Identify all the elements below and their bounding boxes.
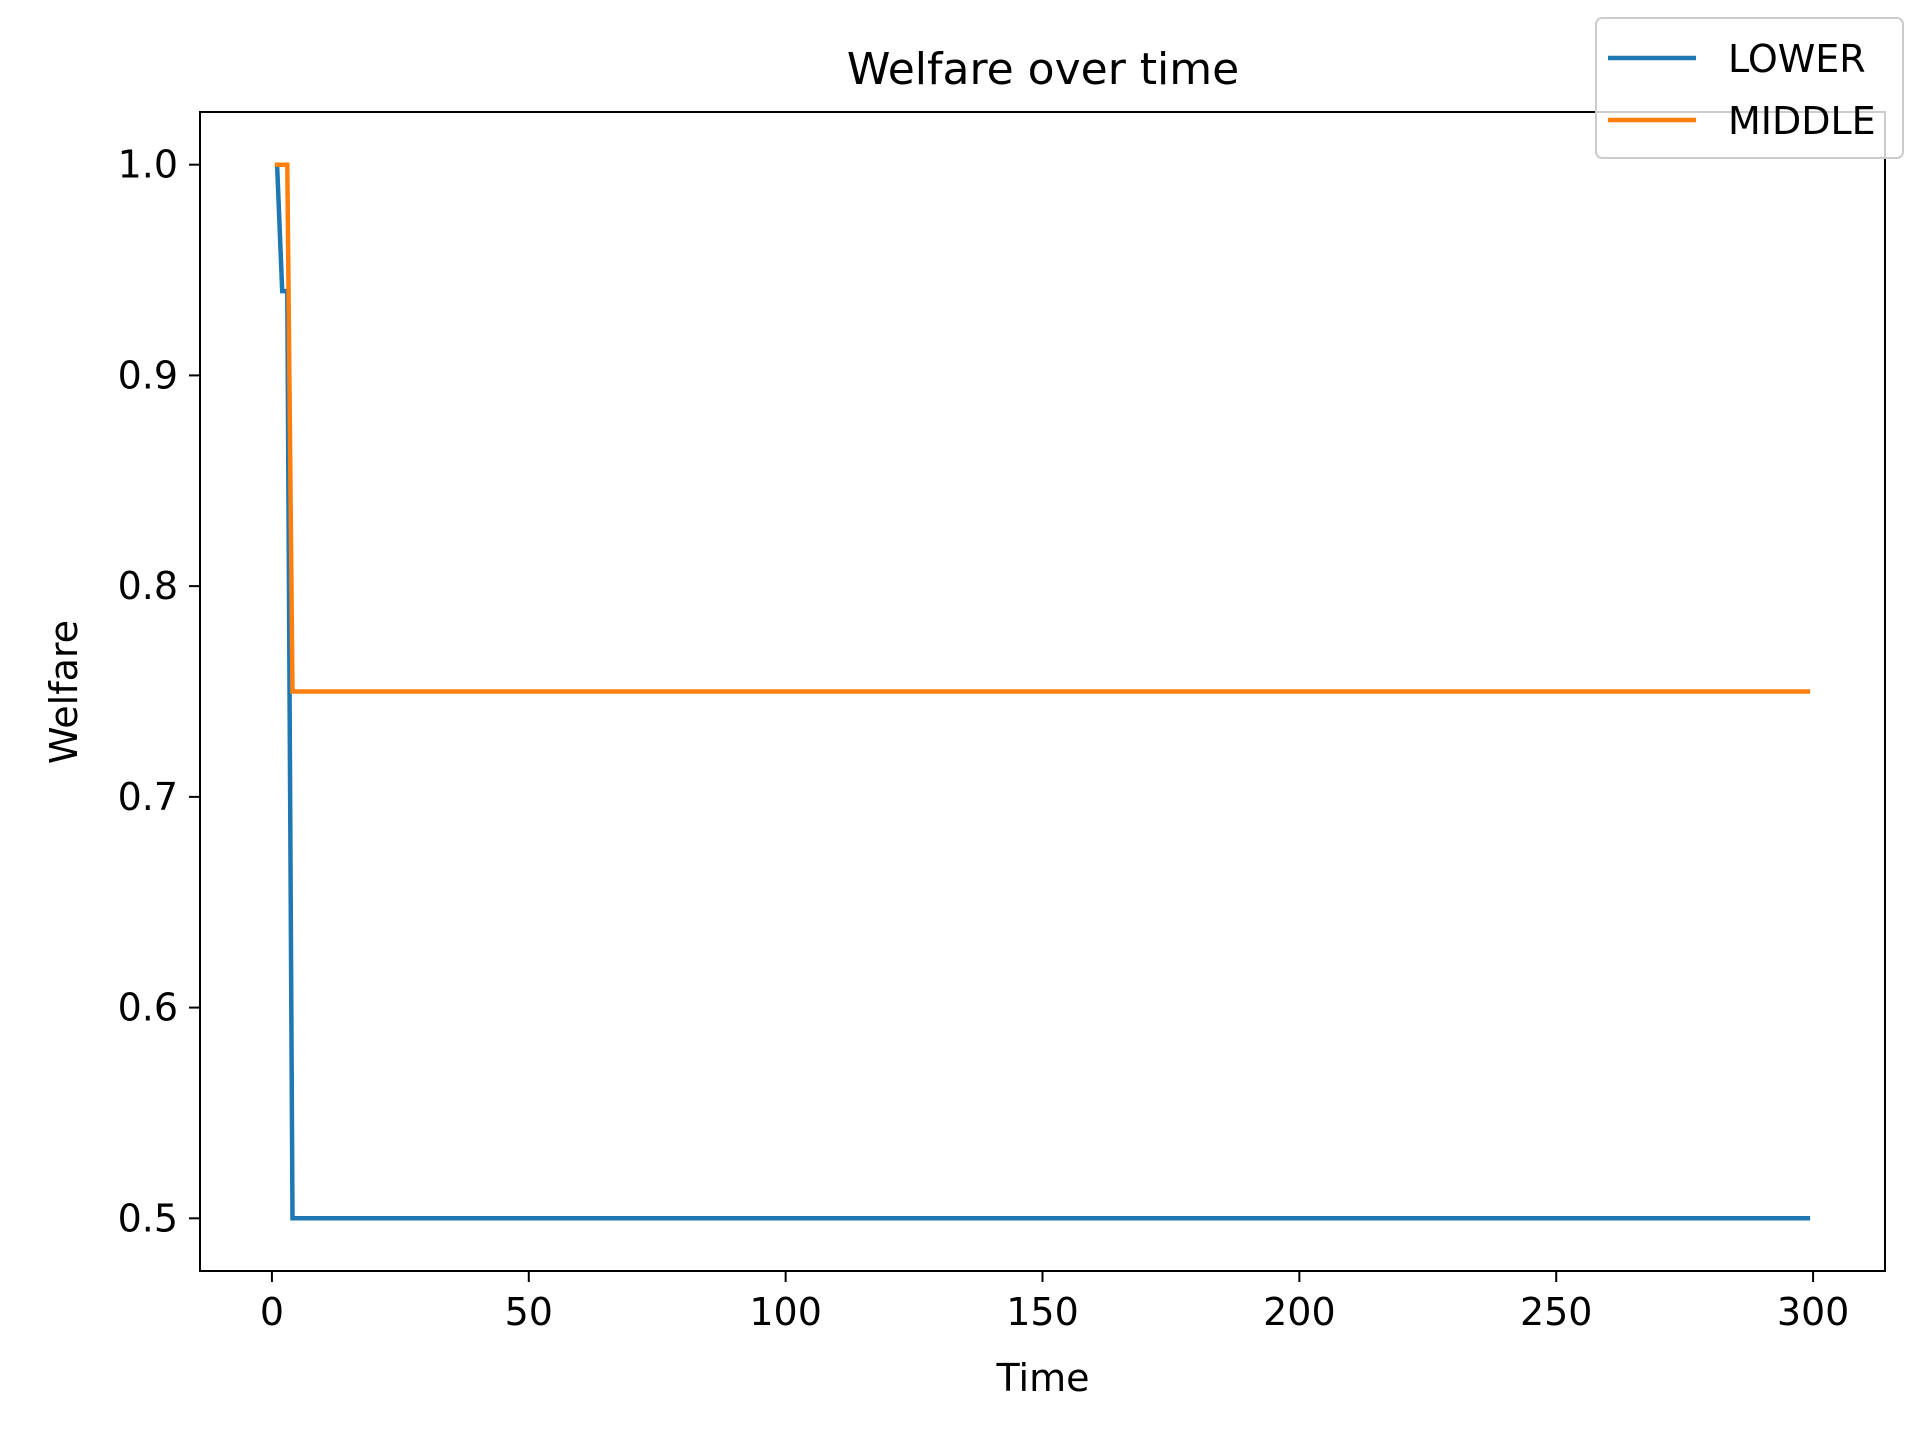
x-tick-label: 300 [1777, 1290, 1850, 1334]
y-tick-label: 0.5 [118, 1196, 178, 1240]
x-tick-label: 250 [1520, 1290, 1593, 1334]
chart-title: Welfare over time [847, 44, 1239, 95]
x-tick-label: 100 [749, 1290, 822, 1334]
y-tick-label: 0.8 [118, 564, 178, 608]
legend-label-middle: MIDDLE [1728, 99, 1876, 143]
x-tick-label: 150 [1006, 1290, 1079, 1334]
series-layer [274, 162, 1811, 1221]
plot-frame [199, 111, 1886, 1272]
y-tick-label: 0.6 [118, 986, 178, 1030]
y-axis-label: Welfare [42, 620, 86, 764]
x-tick-label: 50 [505, 1290, 553, 1334]
x-tick-label: 0 [260, 1290, 284, 1334]
y-axis-ticks: 0.5 0.6 0.7 0.8 0.9 1.0 [118, 143, 200, 1240]
x-tick-label: 200 [1263, 1290, 1336, 1334]
x-axis-ticks: 0 50 100 150 200 250 300 [260, 1271, 1850, 1334]
legend-label-lower: LOWER [1728, 37, 1866, 81]
y-tick-label: 0.7 [118, 775, 178, 819]
series-line-middle [274, 162, 1811, 694]
legend-frame [1595, 17, 1904, 159]
x-axis-label: Time [996, 1356, 1090, 1400]
legend: LOWER MIDDLE [1595, 17, 1904, 159]
y-tick-label: 1.0 [118, 143, 178, 187]
y-tick-label: 0.9 [118, 353, 178, 397]
